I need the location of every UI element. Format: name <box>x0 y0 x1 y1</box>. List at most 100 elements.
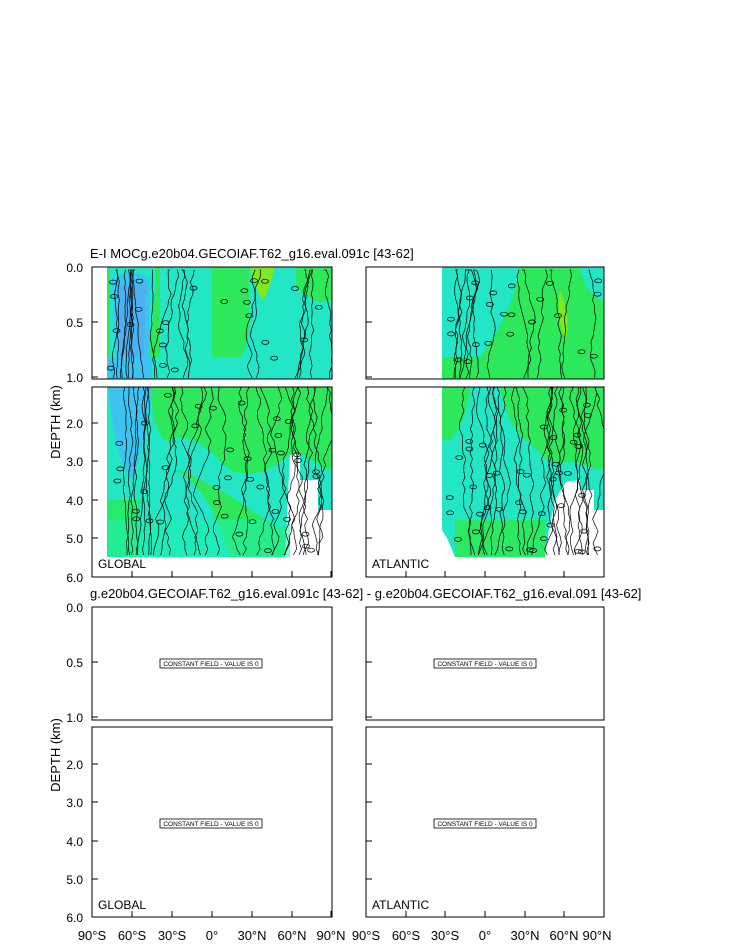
x-tick-label: 60°S <box>118 928 147 943</box>
contour-label-marker <box>469 484 478 490</box>
contour-label-marker <box>213 500 221 505</box>
contour-label-marker <box>156 519 165 525</box>
contour-line <box>546 387 560 556</box>
contour-label-marker <box>582 402 591 408</box>
contour-label-marker <box>256 484 265 490</box>
contour-label-marker <box>274 433 283 438</box>
contour-label-marker <box>113 478 122 484</box>
contour-line <box>143 387 152 556</box>
contour-label-marker <box>294 458 302 463</box>
contour-label-marker <box>465 439 474 444</box>
contour-label-marker <box>248 519 257 525</box>
panel-label-global: GLOBAL <box>98 557 146 571</box>
contour-line <box>477 387 498 556</box>
contour-label-marker <box>226 447 234 453</box>
y-tick-label: 0.5 <box>66 656 83 670</box>
contour-label-marker <box>555 470 563 476</box>
contour-label-marker <box>580 528 589 534</box>
contour-label-marker <box>109 279 117 285</box>
contour-line <box>255 387 275 556</box>
contour-label-marker <box>577 549 586 555</box>
contour-line <box>145 387 152 556</box>
x-tick-label: 30°N <box>510 928 539 943</box>
contour-label-marker <box>454 537 462 542</box>
y-tick-label: 5.0 <box>66 873 83 887</box>
contour-line <box>115 269 120 379</box>
diff-global-upper-frame <box>91 606 333 721</box>
y-tick-label: 3.0 <box>66 796 83 810</box>
contour-label-marker <box>189 285 198 291</box>
contour-label-marker <box>161 320 170 326</box>
constant-field-note: CONSTANT FIELD - VALUE IS 0 <box>159 818 263 829</box>
contour-label-marker <box>312 473 321 479</box>
x-tick-label: 30°S <box>431 928 460 943</box>
contour-label-marker <box>583 413 592 418</box>
contour-label-marker <box>515 500 523 506</box>
contour-label-marker <box>134 306 143 312</box>
contour-label-marker <box>465 446 474 452</box>
contour-label-marker <box>463 359 472 365</box>
contour-label-marker <box>116 466 125 472</box>
contour-line <box>510 387 522 556</box>
contour-line <box>186 269 195 379</box>
contour-line <box>552 387 565 556</box>
contour-line <box>588 269 597 379</box>
contour-line <box>250 269 260 379</box>
panel-label-atlantic: ATLANTIC <box>372 898 429 912</box>
global-lower-panel <box>92 387 332 577</box>
contour-line <box>477 387 497 556</box>
contour-line <box>183 387 207 556</box>
contour-label-marker <box>573 432 582 438</box>
contour-label-marker <box>312 469 320 475</box>
contour-label-marker <box>471 280 480 286</box>
contour-line <box>324 269 332 379</box>
y-tick-label: 6.0 <box>66 571 83 585</box>
atlantic-upper-frame <box>365 266 605 380</box>
contour-label-marker <box>483 505 492 510</box>
contour-label-marker <box>132 516 141 522</box>
contour-label-marker <box>593 546 602 552</box>
contour-label-marker <box>110 294 118 299</box>
contour-label-marker <box>523 472 531 478</box>
contour-line <box>212 387 227 556</box>
contour-line <box>459 387 472 556</box>
contour-line <box>521 387 535 556</box>
contour-line <box>128 269 134 379</box>
contour-label-marker <box>209 405 217 411</box>
y-axis-label-bottom: DEPTH (km) <box>48 718 63 792</box>
svg-text:CONSTANT FIELD - VALUE IS 0: CONSTANT FIELD - VALUE IS 0 <box>437 821 533 828</box>
contour-label-marker <box>537 511 546 516</box>
contour-label-marker <box>485 302 494 307</box>
y-tick-label: 2.0 <box>66 417 83 431</box>
atlantic-lower-panel <box>366 387 604 577</box>
contour-line <box>536 269 548 379</box>
contour-label-marker <box>528 319 536 325</box>
contour-label-marker <box>478 442 487 448</box>
contour-label-marker <box>300 337 309 343</box>
contour-label-marker <box>140 489 149 495</box>
contour-label-marker <box>170 367 179 373</box>
contour-label-marker <box>454 357 463 363</box>
contour-line <box>232 387 250 556</box>
contour-label-marker <box>224 475 232 481</box>
contour-label-marker <box>145 518 154 524</box>
contour-line <box>125 269 134 379</box>
y-tick-label: 4.0 <box>66 494 83 508</box>
contour-label-marker <box>549 435 558 441</box>
contour-label-marker <box>135 278 144 284</box>
global-upper-panel <box>92 267 332 379</box>
contour-line <box>296 269 309 379</box>
contour-line <box>558 387 571 556</box>
constant-field-note: CONSTANT FIELD - VALUE IS 0 <box>159 658 263 669</box>
contour-label-marker <box>271 509 280 514</box>
contour-label-marker <box>291 286 299 291</box>
contour-label-marker <box>500 311 508 317</box>
x-tick-label: 90°S <box>78 928 107 943</box>
y-tick-label: 6.0 <box>66 911 83 925</box>
figure-title-2: g.e20b04.GECOIAF.T62_g16.eval.091c [43-6… <box>90 586 641 601</box>
svg-text:CONSTANT FIELD - VALUE IS 0: CONSTANT FIELD - VALUE IS 0 <box>163 661 259 668</box>
contour-line <box>245 269 262 379</box>
panel-label-atlantic: ATLANTIC <box>372 557 429 571</box>
contour-line <box>486 269 496 379</box>
y-tick-label: 5.0 <box>66 532 83 546</box>
